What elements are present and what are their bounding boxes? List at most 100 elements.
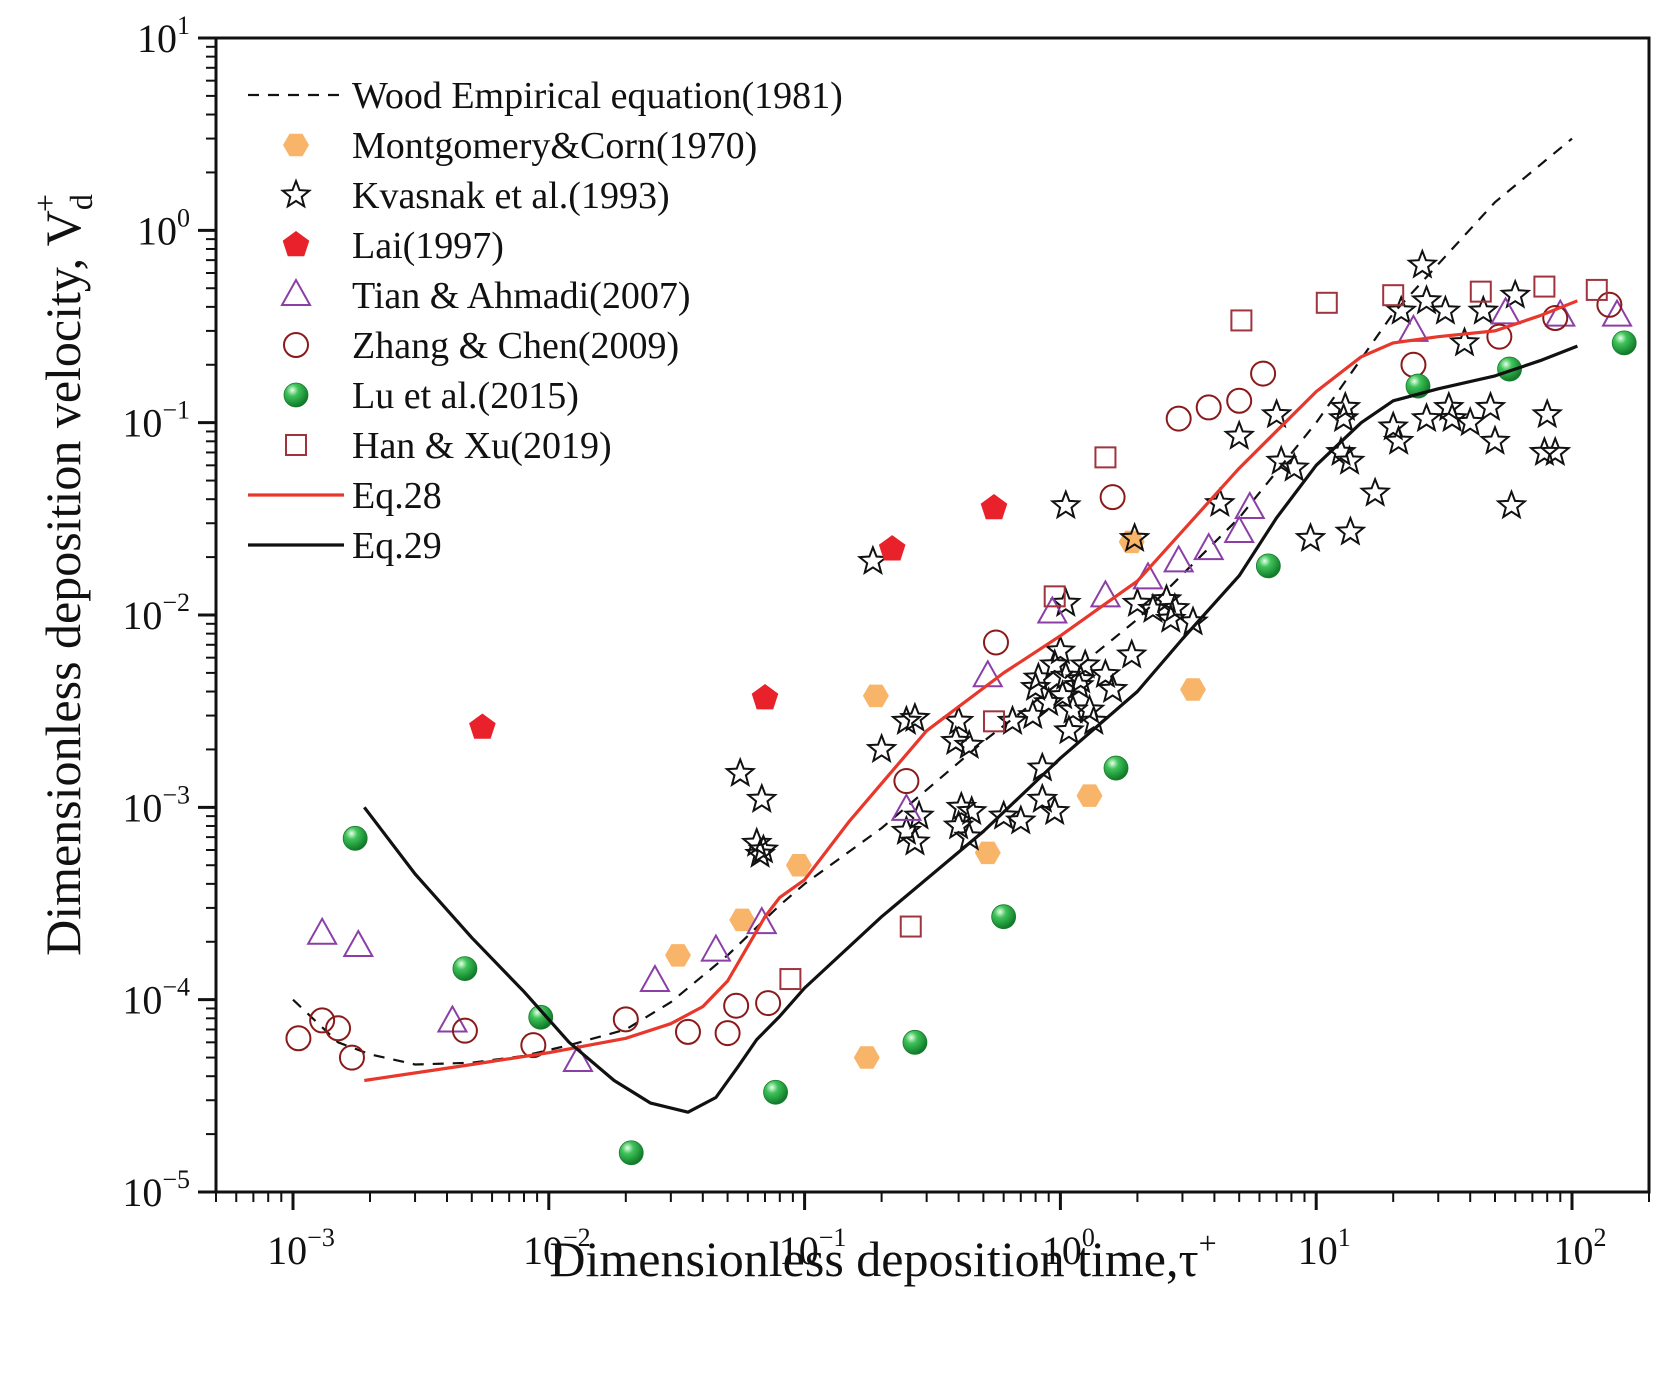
data-point — [1329, 390, 1362, 422]
x-tick-label: 102 — [1553, 1223, 1606, 1273]
data-point — [1069, 648, 1102, 679]
data-point — [1315, 291, 1338, 314]
data-point — [1076, 784, 1103, 807]
legend-item: Eq.29 — [248, 525, 442, 567]
data-point — [325, 1015, 352, 1042]
legend-label: Lai(1997) — [352, 225, 504, 267]
data-point — [1180, 678, 1206, 701]
data-point — [899, 915, 922, 938]
series-zhang-chen-2009 — [285, 291, 1623, 1071]
data-point — [1096, 672, 1129, 704]
legend-marker-swatch — [283, 382, 309, 408]
legend-label: Montgomery&Corn(1970) — [352, 125, 757, 167]
data-point — [898, 825, 931, 856]
data-point — [700, 933, 732, 962]
data-point — [1436, 401, 1469, 433]
data-point — [1533, 275, 1556, 298]
data-point — [1195, 394, 1222, 421]
legend-item: Montgomery&Corn(1970) — [283, 125, 757, 167]
legend-item: Wood Empirical equation(1981) — [248, 75, 843, 117]
data-point — [898, 701, 931, 732]
legend-label: Wood Empirical equation(1981) — [352, 75, 843, 117]
data-point — [865, 732, 898, 764]
x-axis-title: Dimensionless deposition time,τ+ — [549, 1225, 1216, 1287]
data-point — [1325, 435, 1357, 467]
plot-series — [285, 137, 1637, 1166]
data-point — [1359, 476, 1392, 507]
data-point — [1089, 657, 1122, 689]
series-kvasnak-et-al-1993 — [724, 248, 1572, 868]
data-point — [612, 1006, 639, 1033]
axis-titles: Dimensionless deposition time,τ+ Dimensio… — [27, 194, 1217, 1287]
legend-label: Eq.29 — [352, 525, 442, 567]
data-point — [1036, 595, 1069, 624]
data-point — [520, 1032, 547, 1059]
data-point — [1495, 488, 1528, 520]
data-point — [338, 1044, 365, 1071]
data-point — [987, 799, 1020, 830]
data-point — [1469, 280, 1492, 303]
data-point — [1255, 553, 1281, 579]
y-tick-label: 101 — [137, 11, 190, 61]
data-point — [1118, 521, 1151, 553]
data-point — [469, 713, 496, 739]
data-point — [903, 799, 935, 830]
data-point — [1115, 638, 1148, 669]
data-point — [1158, 591, 1191, 623]
data-point — [1094, 446, 1117, 469]
data-point — [1052, 714, 1085, 745]
data-point — [982, 629, 1009, 656]
data-point — [451, 1017, 478, 1044]
data-point — [1121, 586, 1154, 617]
x-tick-label: 10−2 — [523, 1223, 591, 1273]
data-point — [1265, 444, 1298, 475]
data-point — [1539, 435, 1572, 467]
legend-label: Eq.28 — [352, 475, 442, 517]
data-point — [1596, 291, 1623, 318]
data-point — [942, 704, 975, 735]
data-point — [1479, 424, 1511, 455]
data-point — [1334, 515, 1367, 546]
data-point — [1410, 401, 1443, 433]
data-point — [714, 1020, 741, 1047]
series-line — [363, 344, 1578, 1114]
data-point — [452, 956, 478, 982]
y-tick-label: 10−4 — [122, 973, 190, 1023]
data-point — [724, 756, 757, 788]
data-point — [1022, 661, 1055, 692]
data-point — [618, 1140, 644, 1166]
x-tick-label: 100 — [1042, 1223, 1095, 1273]
legend-marker-swatch — [280, 178, 312, 209]
data-point — [1099, 484, 1126, 511]
y-tick-label: 100 — [137, 203, 190, 253]
data-point — [1410, 284, 1443, 315]
legend-item: Kvasnak et al.(1993) — [280, 175, 670, 217]
data-point — [1454, 405, 1487, 437]
legend-item: Eq.28 — [248, 475, 442, 517]
data-point — [1049, 488, 1082, 520]
legend-item: Tian & Ahmadi(2007) — [280, 275, 691, 317]
data-point — [1043, 585, 1066, 608]
data-point — [972, 659, 1004, 688]
data-point — [1234, 490, 1266, 520]
data-point — [665, 944, 691, 967]
legend-label: Tian & Ahmadi(2007) — [352, 275, 691, 317]
legend-label: Zhang & Chen(2009) — [352, 325, 679, 367]
data-point — [1260, 397, 1293, 429]
data-point — [853, 1046, 880, 1069]
data-point — [1193, 532, 1225, 561]
data-point — [1486, 323, 1513, 350]
data-point — [1250, 360, 1277, 387]
data-point — [1585, 278, 1608, 301]
legend-marker-swatch — [282, 231, 310, 257]
data-point — [745, 782, 778, 813]
data-point — [1044, 634, 1077, 665]
data-point — [306, 916, 338, 945]
legend-marker-swatch — [283, 332, 309, 358]
series-eq-29 — [363, 344, 1578, 1114]
x-tick-label: 101 — [1298, 1223, 1351, 1273]
series-han-xu-2019 — [779, 275, 1608, 991]
data-point — [1103, 755, 1129, 781]
data-point — [562, 1043, 594, 1072]
data-point — [342, 825, 368, 851]
